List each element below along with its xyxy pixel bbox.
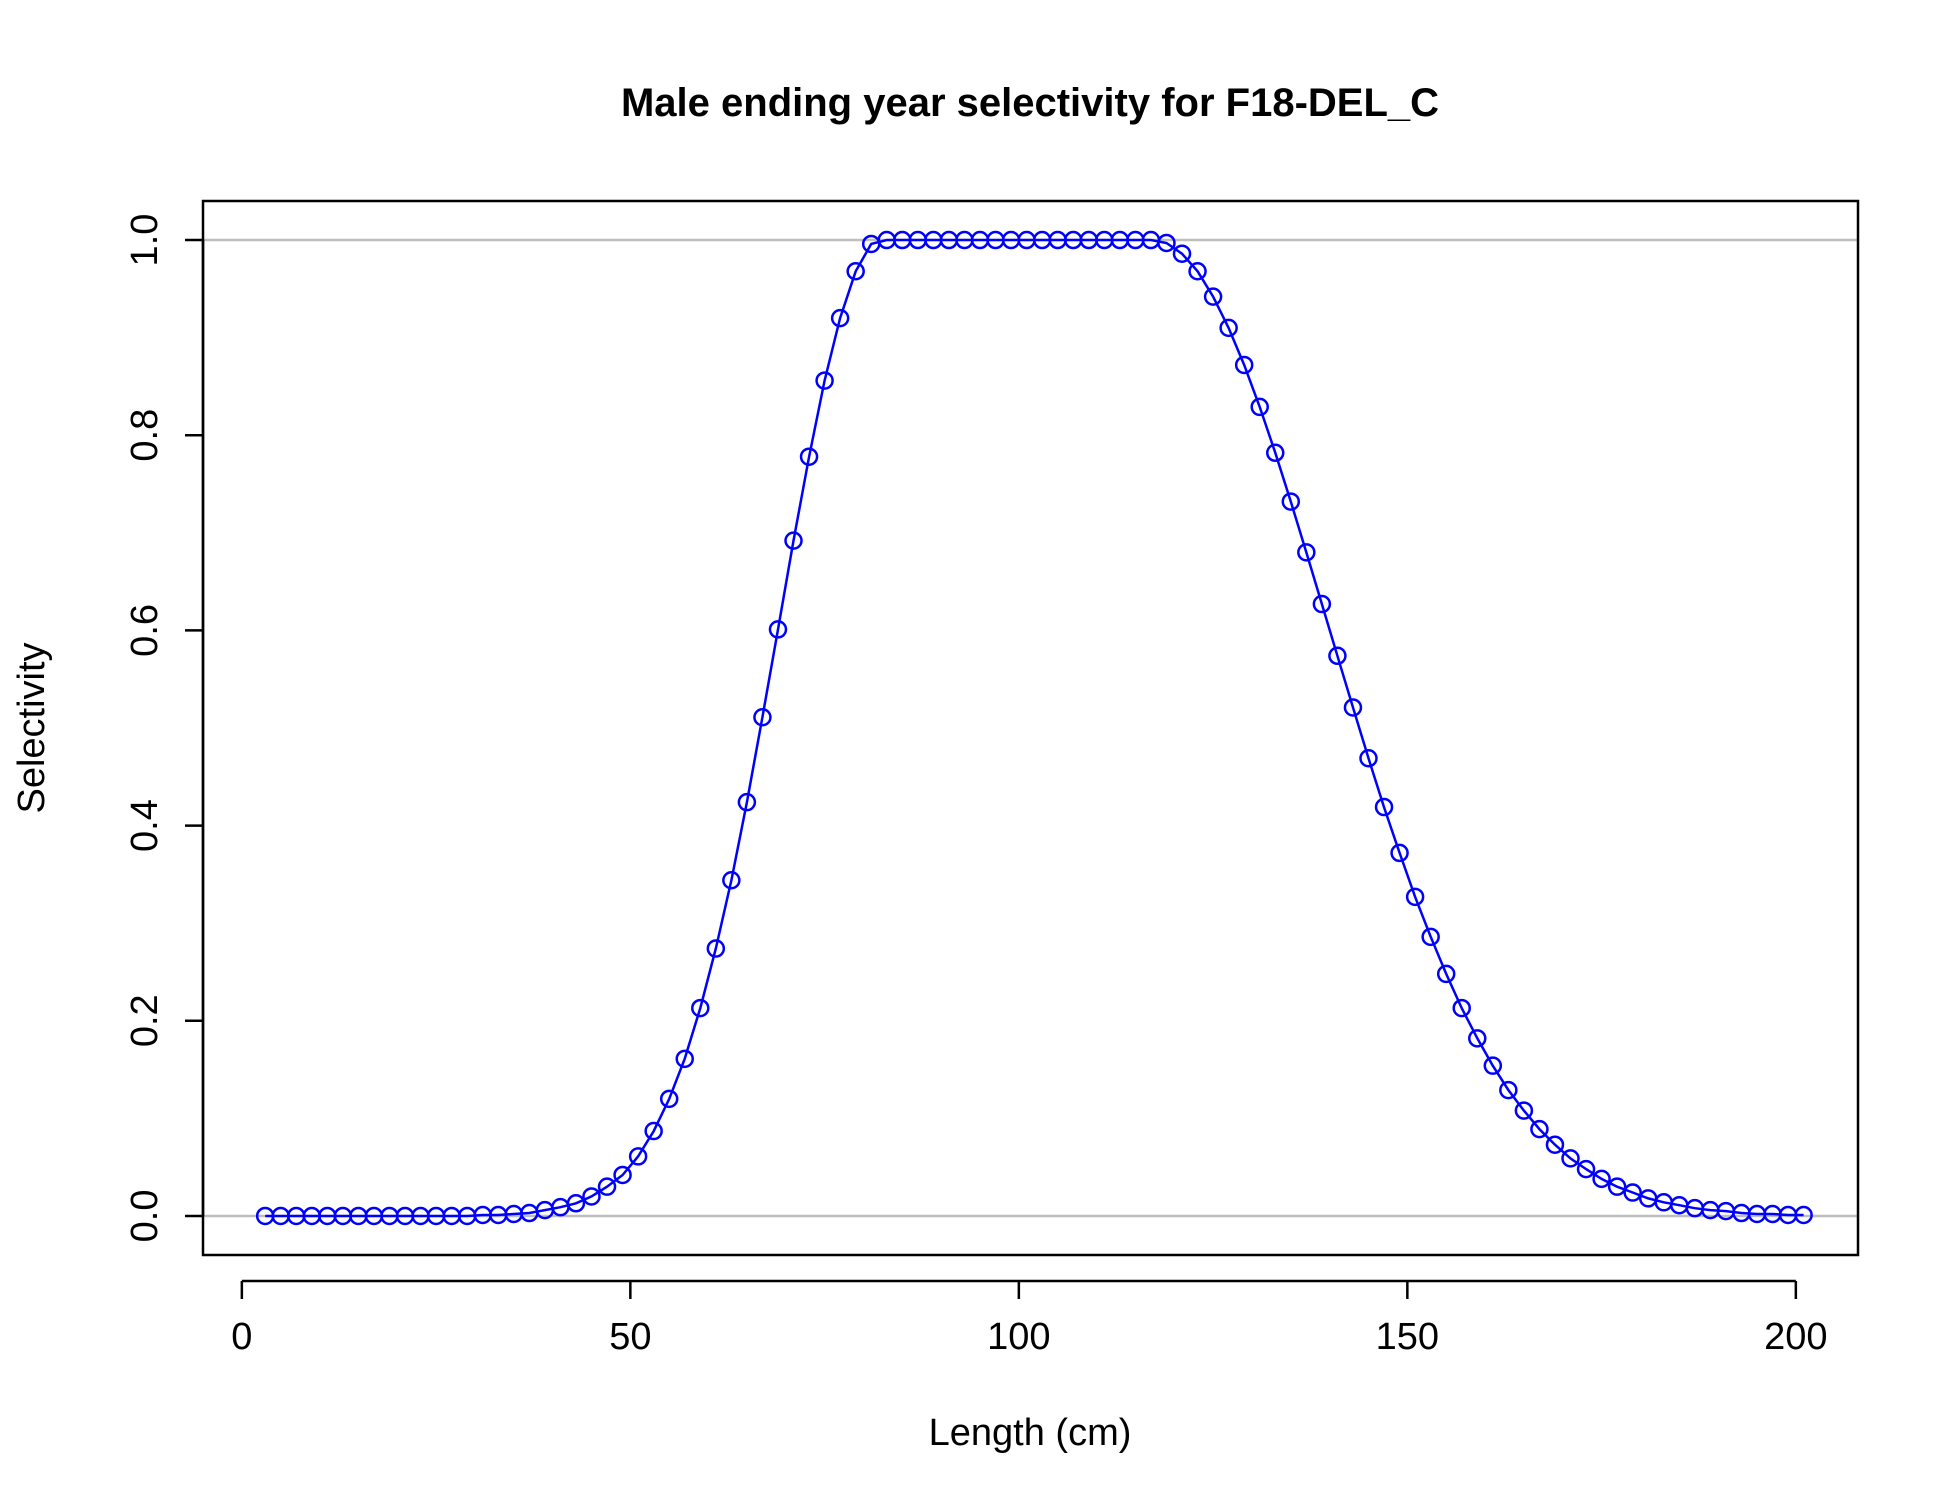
data-point [659, 1089, 679, 1109]
data-point [1483, 1056, 1503, 1075]
data-point [1499, 1080, 1518, 1100]
series-line [265, 238, 1804, 1218]
data-point [1561, 1149, 1580, 1168]
y-tick-label: 0.0 [124, 1190, 166, 1243]
data-point [784, 531, 803, 550]
data-point [1623, 1183, 1642, 1202]
data-point [1281, 492, 1301, 511]
x-tick-label: 150 [1376, 1316, 1439, 1358]
data-point [1203, 287, 1223, 306]
plot-frame [201, 199, 1860, 1257]
x-tick-label: 200 [1764, 1316, 1827, 1358]
data-point [799, 447, 819, 466]
x-axis: 0 50 100 150 200 [231, 1279, 1828, 1358]
y-tick-label: 0.4 [124, 799, 166, 852]
data-point [830, 308, 850, 328]
data-point [1794, 1205, 1813, 1225]
data-point [597, 1177, 617, 1196]
data-point [1530, 1119, 1549, 1139]
data-point [1607, 1177, 1627, 1196]
data-point [691, 998, 710, 1018]
data-point [1390, 843, 1409, 863]
data-point [644, 1121, 663, 1141]
data-point [722, 870, 741, 890]
data-point [1219, 318, 1238, 338]
chart-title: Male ending year selectivity for F18-DEL… [621, 81, 1439, 125]
x-tick-label: 100 [987, 1316, 1050, 1358]
data-point [1592, 1169, 1611, 1189]
y-tick-label: 0.2 [124, 994, 166, 1047]
y-tick-label: 0.8 [124, 409, 166, 462]
data-point [1359, 749, 1378, 768]
data-point [737, 792, 757, 812]
data-point [1468, 1029, 1487, 1048]
x-tick-label: 0 [231, 1316, 252, 1358]
data-point [815, 371, 834, 390]
x-tick-label: 50 [609, 1316, 651, 1358]
data-point [1514, 1101, 1534, 1120]
data-point [1157, 233, 1176, 253]
reference-lines [203, 238, 1858, 1218]
data-point [846, 262, 865, 281]
data-point [1576, 1159, 1596, 1179]
data-point [1436, 964, 1456, 984]
x-axis-label: Length (cm) [929, 1412, 1132, 1454]
data-point [1188, 262, 1207, 281]
data-point [1312, 594, 1332, 614]
y-axis-label: Selectivity [11, 642, 53, 813]
data-point [628, 1147, 648, 1166]
series-group [255, 230, 1813, 1226]
data-point [613, 1165, 632, 1185]
data-point [1545, 1135, 1565, 1154]
data-point [1405, 887, 1425, 907]
data-point [1297, 543, 1316, 562]
data-point [706, 939, 726, 958]
y-tick-label: 0.6 [124, 604, 166, 657]
data-point [1266, 443, 1285, 463]
data-point [566, 1194, 586, 1213]
data-point [768, 620, 788, 639]
data-point [753, 708, 772, 727]
data-point [1172, 244, 1192, 263]
data-point [1328, 646, 1347, 666]
data-point [675, 1049, 694, 1069]
data-point [1343, 698, 1363, 717]
data-point [1374, 797, 1394, 817]
y-tick-label: 1.0 [124, 214, 166, 267]
data-point [1234, 355, 1254, 375]
data-point [1421, 927, 1440, 947]
y-axis: 0.0 0.2 0.4 0.6 0.8 1.0 [124, 214, 205, 1243]
data-point [582, 1187, 601, 1206]
data-point [1452, 998, 1471, 1018]
data-point [1250, 397, 1269, 417]
